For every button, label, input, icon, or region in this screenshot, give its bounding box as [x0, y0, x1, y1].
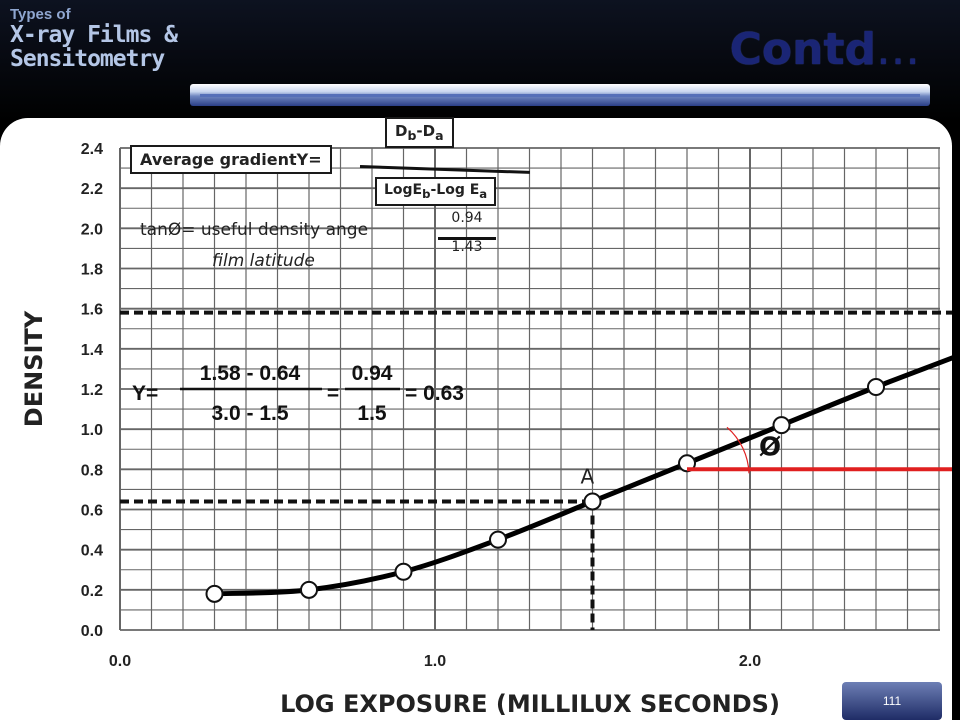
tan-denominator: 1.43	[451, 239, 483, 255]
title-underline-line	[200, 94, 920, 97]
y-tick-label: 0.0	[81, 623, 103, 640]
page-number: 111	[842, 682, 942, 720]
curve-point	[205, 584, 224, 603]
gradient-equation: Y= 1.58 - 0.64 3.0 - 1.5 = 0.94 1.5 = 0.…	[132, 362, 464, 425]
log-e-a: -Log E	[430, 182, 480, 198]
curve-point	[583, 492, 602, 511]
content-panel: 0.0 0.2 0.4 0.6 0.8 1.0 1.2 1.4 1.6 1.8 2.0 2.2 2.4 0…	[0, 118, 952, 720]
equation-result: = 0.63	[405, 382, 464, 405]
density-difference-box: Db-Da	[385, 117, 454, 148]
y-tick-label: 2.4	[81, 141, 103, 158]
equation-equals: =	[327, 382, 339, 405]
density-d-a: -D	[416, 122, 436, 140]
tan-formula-label: tanØ= useful density ange	[140, 220, 369, 240]
curve-line	[214, 355, 952, 597]
chart-ticks: 0.0 0.2 0.4 0.6 0.8 1.0 1.2 1.4 1.6 1.8 2.0 2.2 2.4 0…	[81, 141, 761, 670]
y-tick-label: 1.6	[81, 302, 103, 319]
y-tick-label: 0.6	[81, 503, 103, 520]
y-axis-title: DENSITY	[20, 310, 48, 427]
x-tick-label: 2.0	[739, 653, 761, 670]
chart-axis-titles: LOG EXPOSURE (MILLILUX SECONDS) DENSITY	[20, 310, 780, 718]
x-tick-label: 1.0	[424, 653, 446, 670]
log-exposure-difference-box: LogEb-Log Ea	[375, 177, 497, 206]
y-tick-label: 0.8	[81, 462, 103, 479]
topic-label: Types of X-ray Films & Sensitometry	[10, 6, 210, 71]
curve-series	[214, 355, 952, 597]
tan-latitude-label: film latitude	[212, 251, 315, 271]
slide-title-text: Contd	[729, 24, 876, 75]
curve-point	[300, 580, 318, 599]
slide-title: Contd…	[730, 24, 920, 75]
density-d-b: D	[395, 122, 408, 140]
equation-lhs: Y=	[132, 382, 158, 405]
average-gradient-label: Average gradientY=	[140, 150, 322, 169]
y-tick-label: 1.0	[81, 422, 103, 439]
y-tick-label: 2.2	[81, 181, 103, 198]
angle-symbol: Ø	[759, 432, 781, 462]
log-sub-b: b	[422, 186, 431, 201]
tan-numerator: 0.94	[451, 210, 483, 226]
curve-point	[394, 562, 413, 581]
curve-point	[867, 377, 885, 396]
curve-point	[772, 416, 791, 435]
equation-numerator-2: 0.94	[352, 362, 393, 385]
y-tick-label: 2.0	[81, 221, 103, 238]
equation-denominator-2: 1.5	[357, 402, 387, 425]
equation-denominator-1: 3.0 - 1.5	[211, 402, 288, 425]
slide-title-suffix: …	[876, 24, 920, 75]
tan-fraction-bar	[438, 237, 496, 240]
density-sub-b: b	[407, 128, 417, 143]
y-tick-label: 0.4	[81, 543, 103, 560]
y-tick-label: 1.2	[81, 382, 103, 399]
angle-arc	[726, 426, 750, 474]
topic-small-text: Types of	[10, 6, 71, 23]
log-sub-a: a	[479, 186, 488, 201]
characteristic-curve-chart: 0.0 0.2 0.4 0.6 0.8 1.0 1.2 1.4 1.6 1.8 2.0 2.2 2.4 0…	[20, 141, 952, 718]
x-tick-label: 0.0	[109, 653, 131, 670]
y-tick-label: 1.4	[81, 342, 103, 359]
x-axis-title: LOG EXPOSURE (MILLILUX SECONDS)	[280, 690, 780, 718]
curve-points	[205, 377, 885, 603]
equation-numerator-1: 1.58 - 0.64	[200, 362, 301, 385]
density-sub-a: a	[435, 128, 444, 143]
topic-big-text: X-ray Films & Sensitometry	[10, 22, 178, 72]
log-e-b: LogE	[384, 182, 423, 198]
reference-point-label: A	[581, 464, 595, 488]
angle-annotation: Ø	[687, 426, 952, 474]
slide-header: Types of X-ray Films & Sensitometry Cont…	[0, 0, 960, 122]
curve-point	[489, 530, 507, 549]
y-tick-label: 0.2	[81, 583, 103, 600]
reference-lines: AB	[120, 310, 952, 630]
average-gradient-box: Average gradientY=	[130, 145, 332, 174]
y-tick-label: 1.8	[81, 262, 103, 279]
